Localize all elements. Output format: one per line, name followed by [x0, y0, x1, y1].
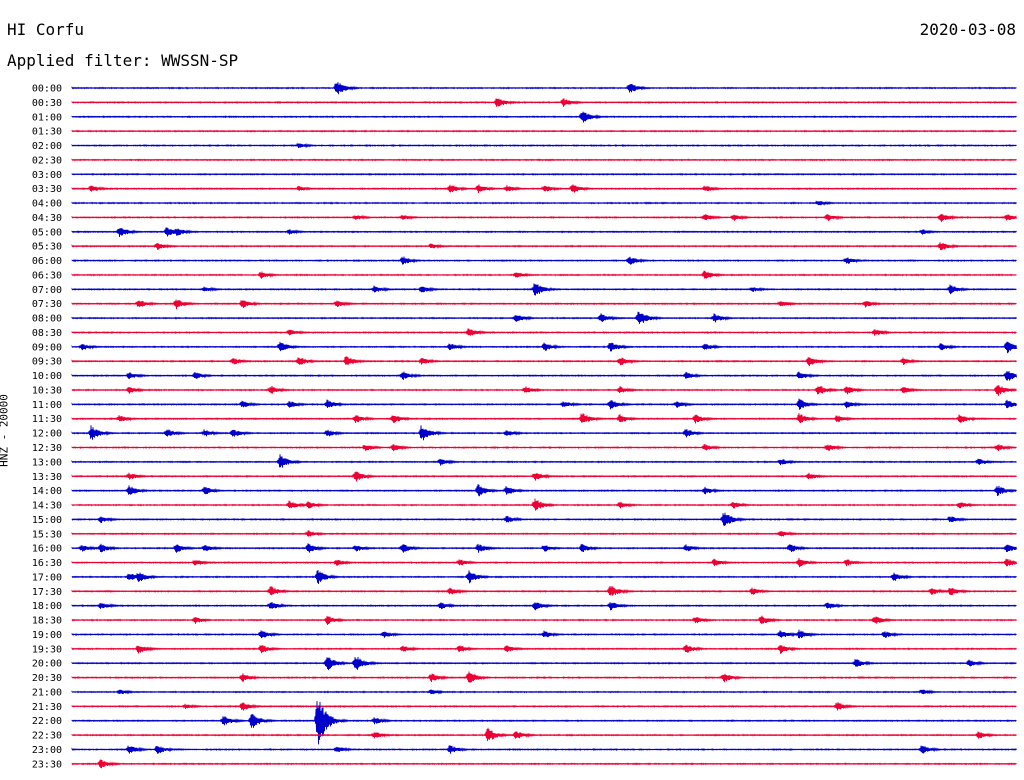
row-label-1930: 19:30 [32, 644, 62, 655]
row-label-1730: 17:30 [32, 587, 62, 598]
row-label-1300: 13:00 [32, 457, 62, 468]
row-label-1130: 11:30 [32, 414, 62, 425]
row-label-1200: 12:00 [32, 429, 62, 440]
row-label-1430: 14:30 [32, 501, 62, 512]
row-label-2330: 23:30 [32, 759, 62, 770]
station-title: HI Corfu [7, 20, 85, 39]
trace-1030 [71, 385, 1017, 396]
row-label-0400: 04:00 [32, 199, 62, 210]
trace-2200 [71, 701, 1017, 745]
row-label-0900: 09:00 [32, 342, 62, 353]
row-label-2130: 21:30 [32, 702, 62, 713]
row-label-2230: 22:30 [32, 731, 62, 742]
row-label-2200: 22:00 [32, 716, 62, 727]
row-label-1030: 10:30 [32, 385, 62, 396]
row-label-0600: 06:00 [32, 256, 62, 267]
trace-2030 [71, 671, 1017, 683]
row-label-0930: 09:30 [32, 357, 62, 368]
row-label-2000: 20:00 [32, 659, 62, 670]
row-label-1000: 10:00 [32, 371, 62, 382]
recording-date: 2020-03-08 [919, 20, 1016, 39]
row-label-0000: 00:00 [32, 84, 62, 95]
row-label-1330: 13:30 [32, 472, 62, 483]
row-label-2030: 20:30 [32, 673, 62, 684]
row-label-2300: 23:00 [32, 745, 62, 756]
row-label-0800: 08:00 [32, 314, 62, 325]
trace-0430 [71, 214, 1017, 222]
row-label-1100: 11:00 [32, 400, 62, 411]
row-label-1900: 19:00 [32, 630, 62, 641]
trace-2230 [71, 727, 1017, 742]
row-label-1630: 16:30 [32, 558, 62, 569]
trace-1300 [71, 454, 1017, 468]
row-label-0500: 05:00 [32, 227, 62, 238]
row-label-0330: 03:30 [32, 184, 62, 195]
row-label-2100: 21:00 [32, 687, 62, 698]
row-label-1830: 18:30 [32, 616, 62, 627]
row-label-1400: 14:00 [32, 486, 62, 497]
row-time-labels: 00:00 00:30 01:00 01:30 02:00 02:30 03:00 03:30… [32, 84, 62, 771]
row-label-0300: 03:00 [32, 170, 62, 181]
row-label-0630: 06:30 [32, 270, 62, 281]
row-label-0200: 02:00 [32, 141, 62, 152]
row-label-1800: 18:00 [32, 601, 62, 612]
row-label-0700: 07:00 [32, 285, 62, 296]
row-label-0730: 07:30 [32, 299, 62, 310]
row-label-1230: 12:30 [32, 443, 62, 454]
seismogram-traces [71, 82, 1017, 769]
row-label-0230: 02:30 [32, 155, 62, 166]
filter-label: Applied filter: WWSSN-SP [7, 51, 239, 70]
trace-0900 [71, 341, 1017, 354]
row-label-0830: 08:30 [32, 328, 62, 339]
row-label-0130: 01:30 [32, 127, 62, 138]
trace-1730 [71, 585, 1017, 596]
trace-0730 [71, 299, 1017, 310]
row-label-1600: 16:00 [32, 544, 62, 555]
row-label-0030: 00:30 [32, 98, 62, 109]
row-label-0430: 04:30 [32, 213, 62, 224]
row-label-0100: 01:00 [32, 112, 62, 123]
row-label-1700: 17:00 [32, 572, 62, 583]
row-label-1530: 15:30 [32, 529, 62, 540]
row-label-1500: 15:00 [32, 515, 62, 526]
row-label-0530: 05:30 [32, 242, 62, 253]
